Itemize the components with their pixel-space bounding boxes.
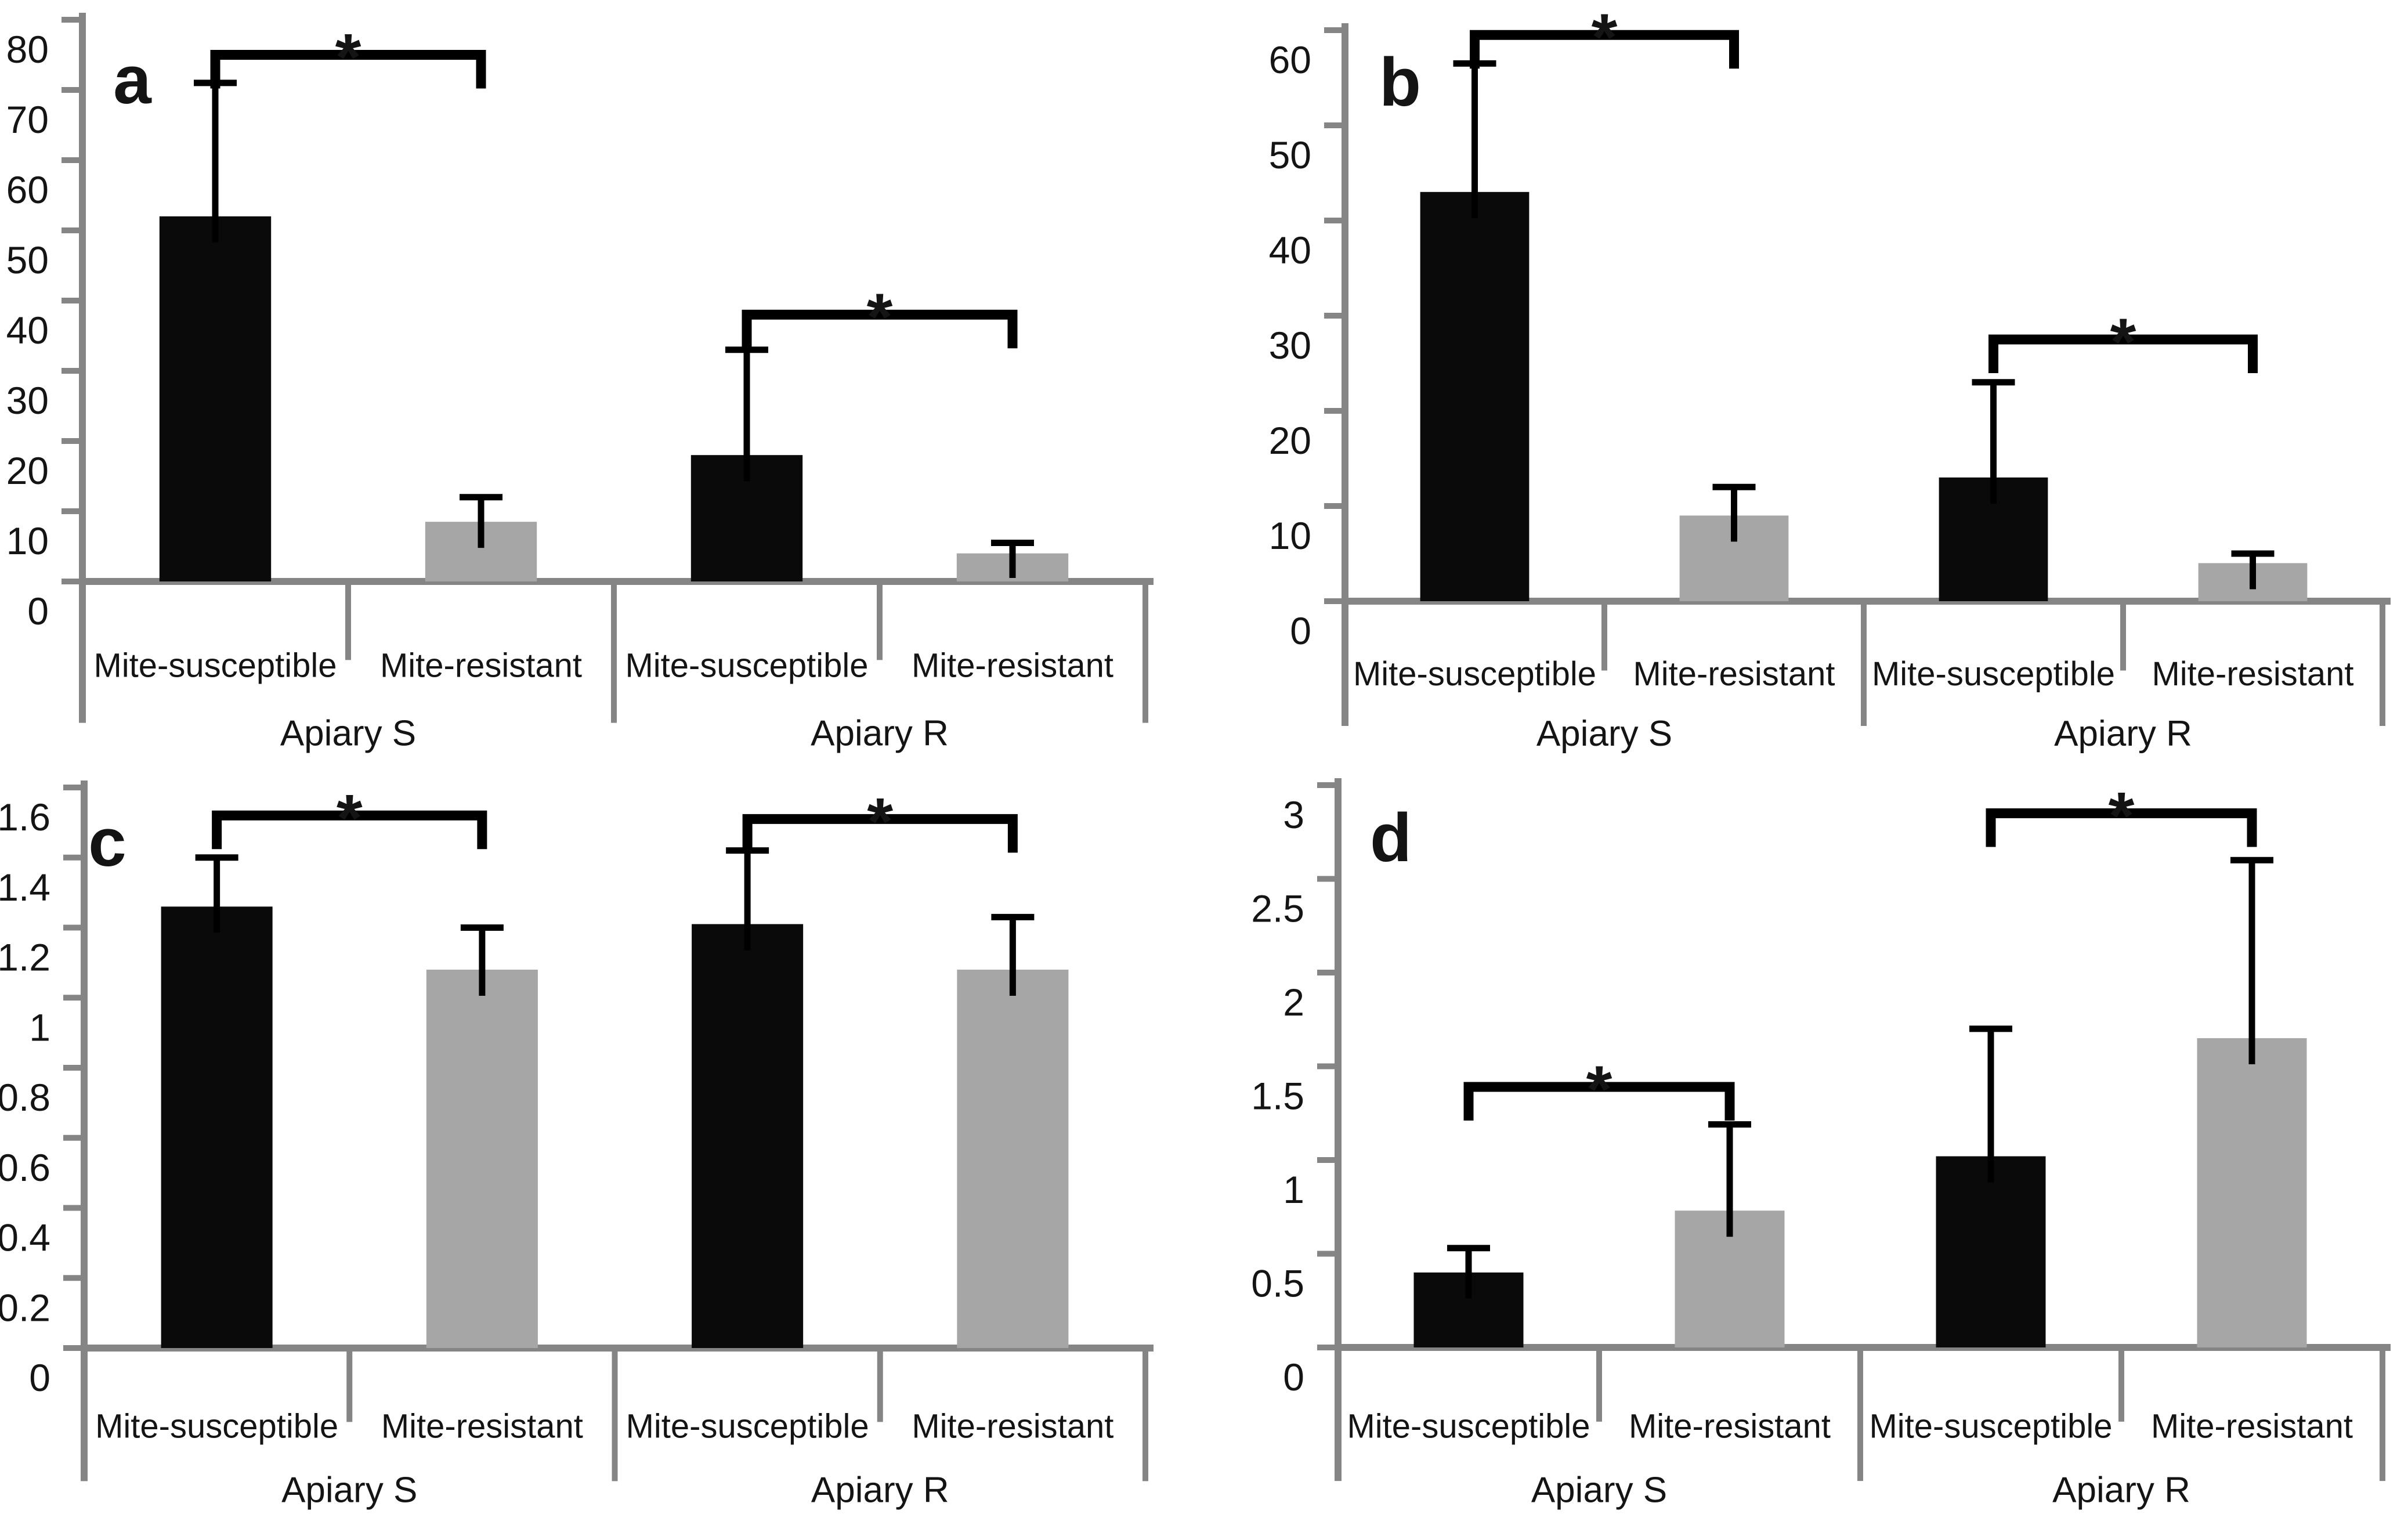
y-tick-label: 0.2 xyxy=(0,1286,50,1329)
y-tick-label: 1 xyxy=(1283,1168,1304,1211)
significance-asterisk: * xyxy=(335,21,361,95)
significance-bracket xyxy=(1470,30,1739,69)
significance-bracket xyxy=(1463,1082,1735,1121)
category-label: Mite-resistant xyxy=(380,646,582,684)
panel-a-chart: 0 10 20 30 40 50 60 70 80 Mite-susceptible Mite-re… xyxy=(6,13,1154,753)
y-tick-label: 40 xyxy=(6,309,49,352)
category-label: Mite-susceptible xyxy=(626,1408,869,1446)
category-label: Mite-susceptible xyxy=(93,646,337,684)
y-tick-label: 30 xyxy=(1269,324,1311,367)
panel-letter: d xyxy=(1370,800,1412,876)
significance-asterisk: * xyxy=(1592,1,1618,75)
significance-asterisk: * xyxy=(867,785,893,859)
panel-d: 0 0.5 1 1.5 2 2.5 3 Mite-susceptible Mite-resist… xyxy=(1204,757,2408,1514)
y-tick-label: 30 xyxy=(6,379,49,422)
bar-mite-susceptible-apiary-s xyxy=(161,906,273,1348)
y-tick-label: 60 xyxy=(1269,38,1311,81)
group-label: Apiary R xyxy=(2054,714,2192,754)
y-tick-label: 0 xyxy=(29,1356,50,1399)
significance-asterisk: * xyxy=(2110,305,2136,380)
category-label: Mite-resistant xyxy=(912,1408,1113,1446)
y-tick-label: 2 xyxy=(1283,981,1304,1024)
significance-asterisk: * xyxy=(337,781,363,855)
significance-asterisk: * xyxy=(2109,779,2135,853)
panel-c-chart: 0 0.2 0.4 0.6 0.8 1 1.2 1.4 1.6 Mite-susceptible M… xyxy=(0,781,1154,1511)
category-label: Mite-susceptible xyxy=(1353,655,1596,693)
category-label: Mite-susceptible xyxy=(1872,655,2115,693)
y-tick-label: 60 xyxy=(6,168,49,211)
significance-bracket xyxy=(742,309,1018,349)
y-tick-label: 10 xyxy=(1269,514,1311,557)
significance-bracket xyxy=(212,810,487,850)
y-tick-label: 50 xyxy=(6,239,49,281)
significance-asterisk: * xyxy=(867,280,893,355)
y-tick-label: 1 xyxy=(29,1006,50,1049)
y-tick-label: 0.4 xyxy=(0,1216,50,1259)
y-tick-label: 70 xyxy=(6,98,49,141)
panel-a: 0 10 20 30 40 50 60 70 80 Mite-susceptible Mite-re… xyxy=(0,0,1204,757)
significance-asterisk: * xyxy=(1586,1053,1612,1127)
category-label: Mite-susceptible xyxy=(1347,1407,1590,1445)
panel-b: 0 10 20 30 40 50 60 Mite-susceptible Mite-resist… xyxy=(1204,0,2408,757)
bar-mite-susceptible-apiary-s xyxy=(159,216,272,581)
category-label: Mite-susceptible xyxy=(1869,1407,2112,1445)
y-tick-label: 1.5 xyxy=(1251,1075,1304,1118)
category-label: Mite-resistant xyxy=(912,646,1113,684)
category-label: Mite-resistant xyxy=(1633,655,1835,693)
group-label: Apiary S xyxy=(1531,1470,1667,1511)
category-label: Mite-resistant xyxy=(2151,1407,2353,1445)
group-label: Apiary R xyxy=(2052,1470,2190,1511)
y-tick-label: 80 xyxy=(6,28,49,71)
bar-mite-susceptible-apiary-r xyxy=(692,924,804,1348)
y-tick-label: 0 xyxy=(1283,1356,1304,1399)
y-tick-label: 1.2 xyxy=(0,936,50,979)
y-tick-label: 20 xyxy=(1269,419,1311,462)
group-label: Apiary R xyxy=(811,713,949,753)
y-tick-label: 50 xyxy=(1269,133,1311,176)
bar-mite-susceptible-apiary-s xyxy=(1420,191,1530,601)
y-tick-label: 0.5 xyxy=(1251,1262,1304,1305)
bar-mite-resistant-apiary-s xyxy=(426,969,538,1348)
bar-mite-susceptible-apiary-r xyxy=(1936,1156,2046,1347)
y-tick-label: 0.8 xyxy=(0,1076,50,1119)
panel-b-chart: 0 10 20 30 40 50 60 Mite-susceptible Mite-resist… xyxy=(1269,1,2391,754)
y-tick-label: 0 xyxy=(1290,609,1311,652)
y-tick-label: 10 xyxy=(6,519,49,562)
y-tick-label: 2.5 xyxy=(1251,887,1304,930)
significance-bracket xyxy=(742,814,1018,853)
category-label: Mite-resistant xyxy=(1629,1407,1831,1445)
category-label: Mite-resistant xyxy=(381,1408,583,1446)
category-label: Mite-susceptible xyxy=(625,646,868,684)
panel-letter: a xyxy=(113,42,152,118)
panel-d-chart: 0 0.5 1 1.5 2 2.5 3 Mite-susceptible Mite-resist… xyxy=(1251,778,2391,1511)
y-tick-label: 40 xyxy=(1269,229,1311,272)
y-tick-label: 0.6 xyxy=(0,1146,50,1189)
panel-c: 0 0.2 0.4 0.6 0.8 1 1.2 1.4 1.6 Mite-susceptible M… xyxy=(0,757,1204,1514)
significance-bracket xyxy=(1988,334,2258,373)
group-label: Apiary S xyxy=(281,1470,417,1511)
y-tick-label: 0 xyxy=(27,590,49,633)
y-tick-label: 3 xyxy=(1283,793,1304,836)
bar-mite-resistant-apiary-r xyxy=(957,969,1069,1348)
y-tick-label: 1.4 xyxy=(0,866,50,909)
category-label: Mite-susceptible xyxy=(95,1408,338,1446)
panel-letter: c xyxy=(88,804,126,881)
group-label: Apiary S xyxy=(1536,714,1672,754)
bar-mite-resistant-apiary-r xyxy=(2197,1038,2307,1347)
group-label: Apiary S xyxy=(280,713,416,753)
y-tick-label: 1.6 xyxy=(0,796,50,839)
panel-letter: b xyxy=(1379,44,1421,121)
category-label: Mite-resistant xyxy=(2152,655,2353,693)
significance-bracket xyxy=(210,50,486,89)
significance-bracket xyxy=(1986,808,2257,847)
group-label: Apiary R xyxy=(811,1470,949,1511)
y-tick-label: 20 xyxy=(6,449,49,492)
